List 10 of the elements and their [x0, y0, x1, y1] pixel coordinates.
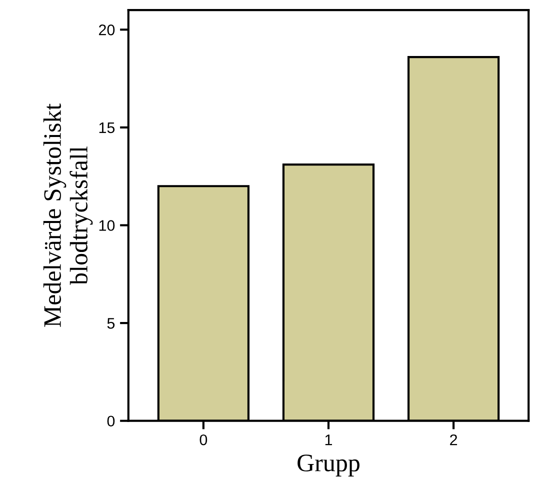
x-axis-title: Grupp: [298, 454, 360, 477]
y-axis-title: Medelvärde Systoliskt blodtrycksfall: [43, 103, 93, 327]
y-tick-label: 15: [99, 122, 115, 134]
y-tick-label: 5: [107, 318, 115, 329]
y-tick-label: 0: [107, 416, 115, 427]
x-tick-label: 0: [200, 434, 208, 446]
x-tick-label: 2: [450, 434, 458, 446]
y-tick-label: 10: [99, 220, 115, 231]
x-tick-label: 1: [325, 434, 332, 446]
y-tick-label: 20: [98, 24, 115, 36]
